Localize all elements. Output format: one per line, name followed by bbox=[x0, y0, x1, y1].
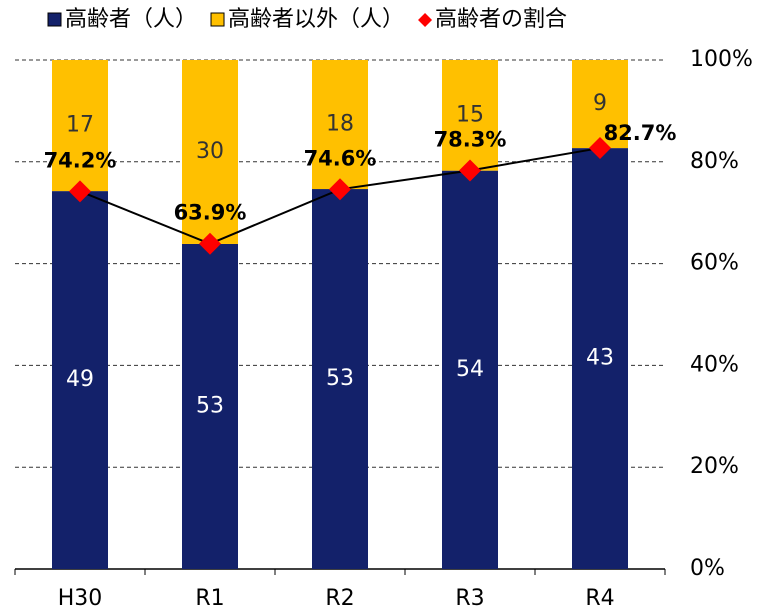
bar-value-label: 49 bbox=[66, 367, 94, 392]
x-tick-label: R1 bbox=[195, 586, 224, 611]
bar-segment bbox=[442, 170, 498, 570]
bar-value-label: 53 bbox=[196, 393, 224, 418]
y-tick-label: 80% bbox=[690, 149, 739, 174]
ratio-marker bbox=[199, 232, 221, 255]
legend-label: 高齢者の割合 bbox=[435, 7, 567, 32]
bar-segment bbox=[52, 191, 108, 569]
bar-segment bbox=[312, 60, 368, 190]
ratio-marker bbox=[69, 180, 91, 203]
bar-value-label: 43 bbox=[586, 346, 614, 371]
legend-label: 高齢者（人） bbox=[65, 7, 197, 32]
legend-marker bbox=[418, 13, 433, 27]
bar-value-label: 54 bbox=[456, 357, 484, 382]
bar-segment bbox=[182, 60, 238, 244]
x-tick-label: R2 bbox=[325, 586, 354, 611]
legend-swatch bbox=[47, 12, 62, 27]
bar-segment bbox=[312, 189, 368, 570]
ratio-marker bbox=[459, 159, 481, 182]
legend-label: 高齢者以外（人） bbox=[228, 7, 404, 32]
bar-value-label: 15 bbox=[456, 102, 484, 127]
ratio-marker bbox=[329, 178, 351, 201]
y-tick-label: 20% bbox=[690, 454, 739, 479]
bar-value-label: 9 bbox=[593, 91, 607, 116]
ratio-label: 74.6% bbox=[304, 146, 377, 170]
bar-segment bbox=[572, 60, 628, 149]
ratio-label: 63.9% bbox=[174, 201, 247, 225]
bar-value-label: 30 bbox=[196, 139, 224, 164]
bar-value-label: 18 bbox=[326, 112, 354, 137]
bar-value-label: 17 bbox=[66, 113, 94, 138]
bar-segment bbox=[442, 60, 498, 171]
ratio-marker bbox=[589, 137, 611, 160]
legend-swatch bbox=[210, 12, 225, 27]
bar-value-label: 53 bbox=[326, 366, 354, 391]
bar-segment bbox=[572, 148, 628, 569]
y-tick-label: 0% bbox=[690, 556, 725, 581]
ratio-label: 78.3% bbox=[434, 127, 507, 151]
bar-segment bbox=[52, 60, 108, 192]
x-tick-label: R4 bbox=[585, 586, 614, 611]
y-tick-label: 60% bbox=[690, 251, 739, 276]
bar-segment bbox=[182, 243, 238, 570]
ratio-label: 74.2% bbox=[44, 148, 117, 172]
x-tick-label: R3 bbox=[455, 586, 484, 611]
x-tick-label: H30 bbox=[58, 586, 103, 611]
ratio-label: 82.7% bbox=[604, 121, 677, 145]
y-tick-label: 40% bbox=[690, 352, 739, 377]
y-tick-label: 100% bbox=[690, 47, 753, 72]
